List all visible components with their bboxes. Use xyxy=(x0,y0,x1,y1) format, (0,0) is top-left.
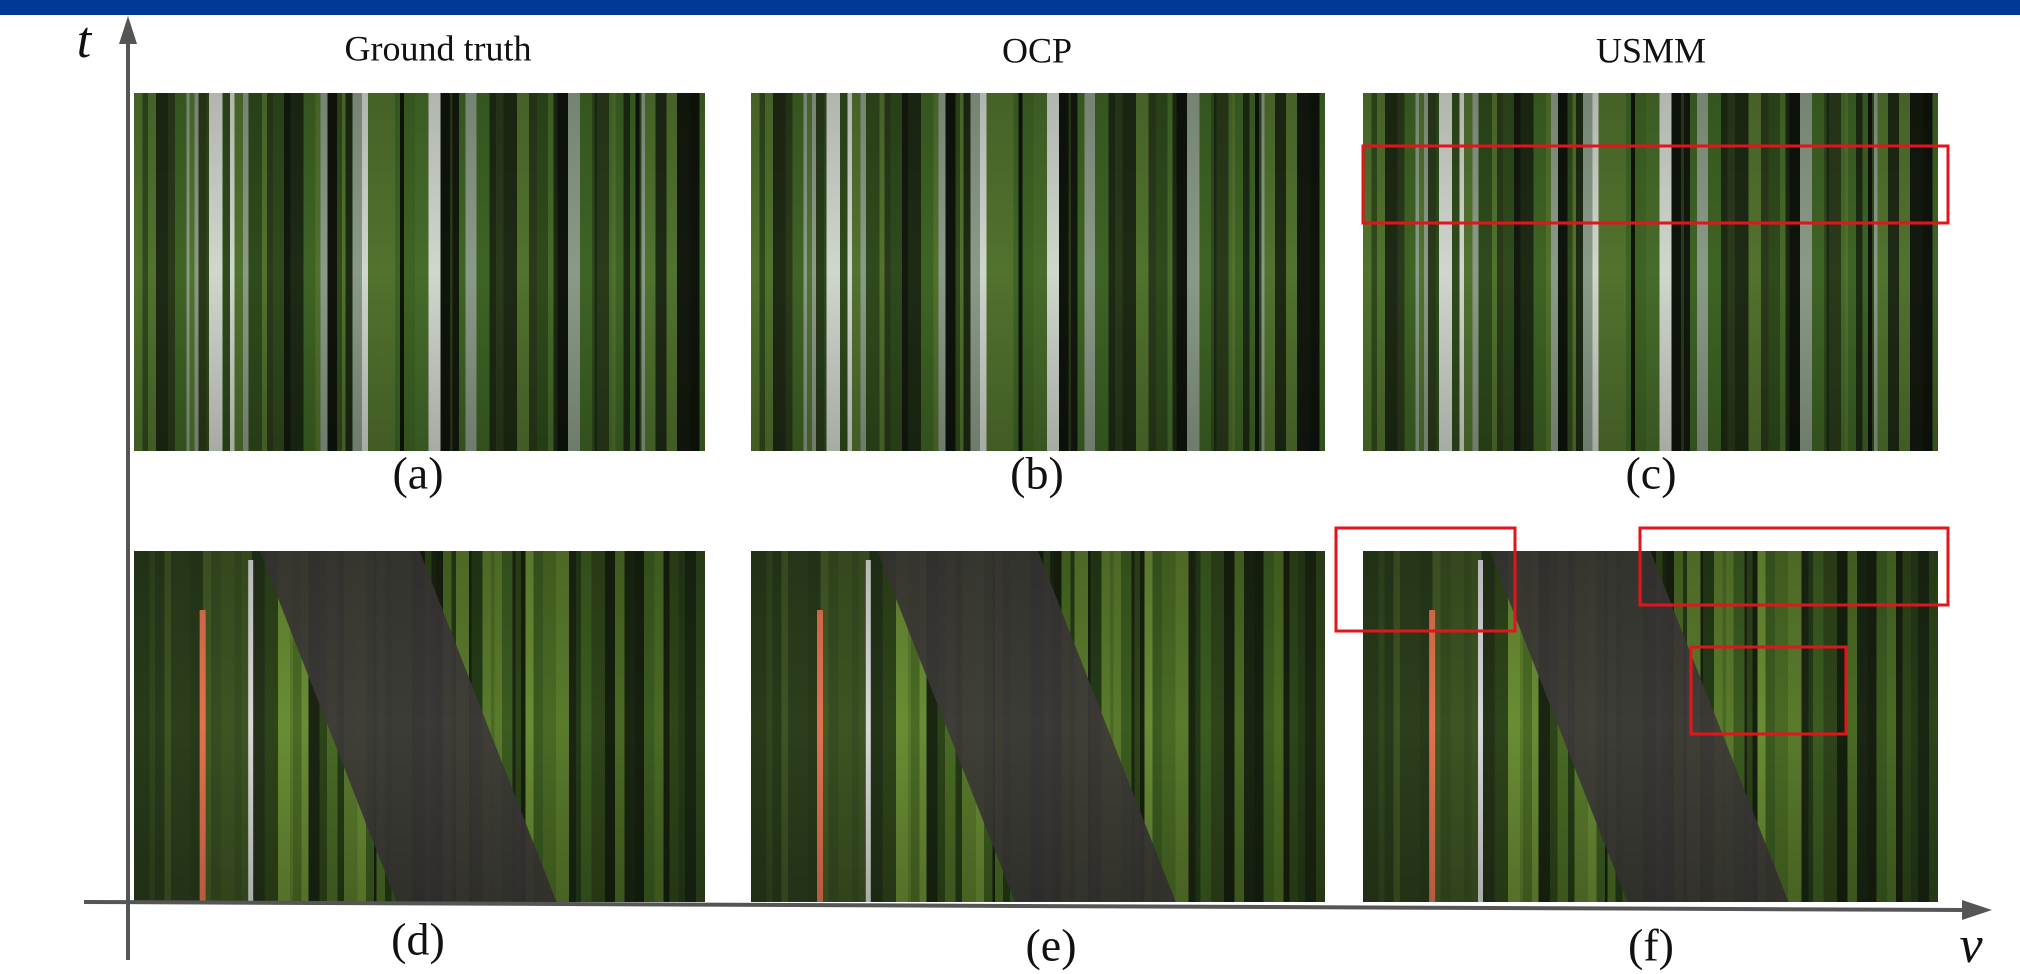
panel-label: (a) xyxy=(392,448,443,499)
column-header: Ground truth xyxy=(345,28,532,68)
image-shade xyxy=(134,551,705,902)
column-header: USMM xyxy=(1596,30,1706,70)
image-shade xyxy=(751,551,1325,902)
panel-label: (f) xyxy=(1628,920,1674,971)
panel-label: (d) xyxy=(391,914,445,965)
column-header: OCP xyxy=(1002,30,1072,70)
v-label: v xyxy=(1959,917,1983,974)
panel-label: (c) xyxy=(1625,448,1676,499)
image-shade xyxy=(751,93,1325,451)
t-arrow xyxy=(119,16,137,44)
v-axis xyxy=(84,902,1965,910)
image-shade xyxy=(134,93,705,451)
panel-label: (b) xyxy=(1010,448,1064,499)
top-bar xyxy=(0,0,2020,15)
panel-label: (e) xyxy=(1025,920,1076,971)
t-label: t xyxy=(77,12,93,69)
figure: t v Ground truth OCP USMM (a) (b) (c) (d… xyxy=(0,0,2020,974)
